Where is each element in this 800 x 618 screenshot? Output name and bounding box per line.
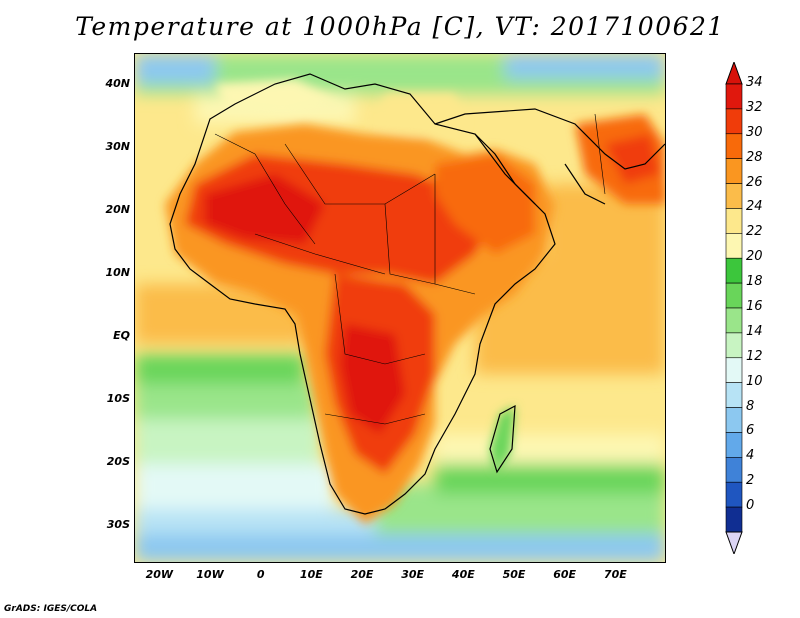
- coastlines: [169, 73, 665, 515]
- lon-tick-label: 20E: [350, 568, 374, 581]
- colorbar-label: 24: [746, 199, 763, 215]
- lat-tick-label: 30N: [105, 140, 130, 154]
- lat-tick-label: 30S: [106, 518, 130, 532]
- lat-tick-label: 20S: [106, 455, 130, 469]
- colorbar-label: 32: [746, 99, 763, 115]
- grads-credit: GrADS: IGES/COLA: [4, 604, 98, 614]
- colorbar-top-arrow: [725, 62, 743, 85]
- lon-tick-label: 50E: [502, 568, 526, 581]
- colorbar-swatch: [725, 83, 743, 110]
- colorbar-label: 30: [746, 124, 763, 140]
- map-title: Temperature at 1000hPa [C], VT: 20171006…: [75, 12, 725, 41]
- colorbar-swatch: [725, 506, 743, 533]
- colorbar-swatch: [725, 158, 743, 184]
- colorbar-swatch: [725, 457, 743, 483]
- colorbar-label: 22: [746, 224, 763, 240]
- colorbar-swatch: [725, 332, 743, 359]
- colorbar-label: 0: [746, 498, 755, 514]
- colorbar-label: 18: [746, 274, 763, 290]
- colorbar-swatch: [725, 357, 743, 383]
- lat-tick-label: 10N: [105, 266, 130, 280]
- colorbar-label: 2: [746, 473, 755, 489]
- colorbar-label: 8: [746, 398, 755, 414]
- temperature-map: [134, 53, 666, 563]
- colorbar-swatch: [725, 282, 743, 309]
- lat-tick-label: 10S: [106, 392, 130, 406]
- colorbar-swatch: [725, 257, 743, 284]
- colorbar-bottom-arrow: [725, 531, 743, 554]
- country-borders: [214, 113, 606, 425]
- lat-tick-label: 40N: [105, 77, 130, 91]
- lon-tick-label: 60E: [553, 568, 577, 581]
- colorbar-label: 20: [746, 249, 763, 265]
- colorbar-swatch: [725, 481, 743, 508]
- colorbar: [725, 62, 743, 554]
- colorbar-label: 34: [746, 75, 763, 90]
- lon-tick-label: 30E: [401, 568, 425, 581]
- land-temperature-field: [165, 79, 665, 524]
- colorbar-label: 28: [746, 149, 763, 165]
- map-plot-area: [135, 54, 665, 562]
- lon-tick-label: 70E: [603, 568, 627, 581]
- colorbar-swatch: [725, 133, 743, 159]
- colorbar-label: 10: [746, 373, 763, 389]
- colorbar-swatch: [725, 183, 743, 209]
- colorbar-label: 6: [746, 423, 755, 439]
- lat-tick-label: EQ: [113, 329, 130, 343]
- colorbar-label: 16: [746, 299, 763, 314]
- lon-tick-label: 10W: [196, 568, 224, 581]
- colorbar-swatch: [725, 432, 743, 458]
- colorbar-swatch: [725, 382, 743, 408]
- lon-tick-label: 40E: [451, 568, 475, 581]
- ocean-temperature-field: [135, 54, 665, 562]
- colorbar-swatch: [725, 108, 743, 135]
- colorbar-label: 14: [746, 323, 763, 339]
- lon-tick-label: 0: [256, 568, 265, 581]
- colorbar-label: 12: [746, 348, 763, 364]
- lon-tick-label: 20W: [145, 568, 174, 581]
- lat-tick-label: 20N: [105, 203, 130, 217]
- colorbar-swatch: [725, 307, 743, 334]
- colorbar-label: 4: [746, 448, 755, 464]
- colorbar-swatch: [725, 407, 743, 433]
- colorbar-swatch: [725, 233, 743, 259]
- colorbar-label: 26: [746, 174, 763, 190]
- colorbar-swatch: [725, 208, 743, 234]
- lon-tick-label: 10E: [299, 568, 323, 581]
